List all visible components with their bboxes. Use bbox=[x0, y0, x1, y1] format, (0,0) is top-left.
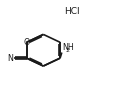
Text: NH: NH bbox=[62, 43, 73, 52]
Text: N: N bbox=[7, 54, 13, 63]
Text: HCl: HCl bbox=[63, 7, 79, 16]
Text: O: O bbox=[23, 38, 29, 47]
Text: 2: 2 bbox=[65, 48, 69, 53]
